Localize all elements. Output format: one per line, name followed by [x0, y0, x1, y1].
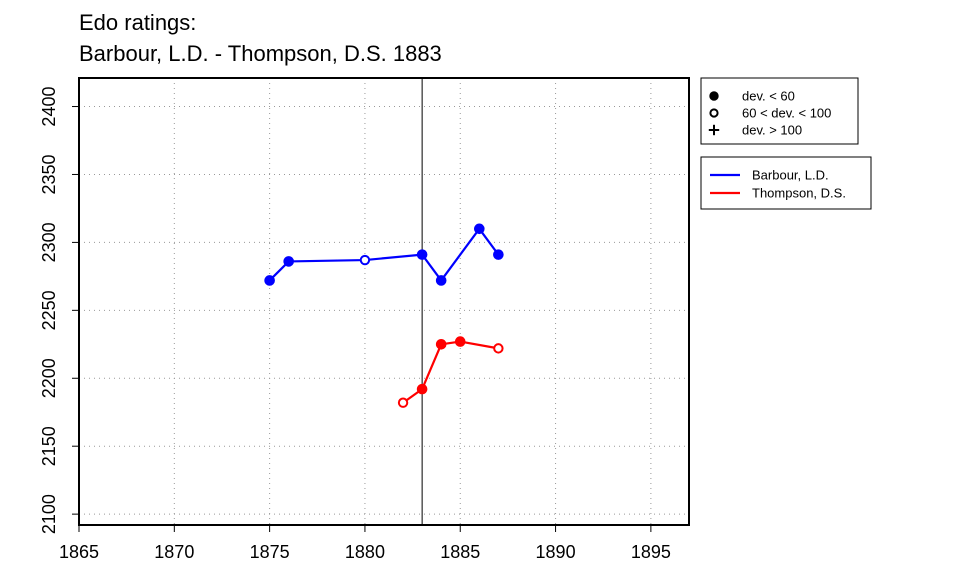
series-legend-label: Thompson, D.S. — [752, 186, 846, 201]
y-tick-label: 2350 — [39, 154, 59, 194]
data-point — [493, 249, 504, 260]
data-point — [474, 223, 485, 235]
y-tick-label: 2100 — [39, 494, 59, 534]
grid-layer — [78, 78, 689, 525]
x-tick-label: 1885 — [440, 542, 480, 562]
point-legend-label: 60 < dev. < 100 — [742, 106, 831, 121]
y-tick-label: 2400 — [39, 87, 59, 127]
x-tick-label: 1870 — [154, 542, 194, 562]
x-tick-label: 1890 — [536, 542, 576, 562]
point-legend-box — [700, 77, 859, 145]
y-tick-label: 2200 — [39, 358, 59, 398]
data-point — [416, 383, 428, 395]
point-legend-label: dev. < 60 — [742, 89, 795, 104]
x-tick-label: 1865 — [59, 542, 99, 562]
y-axis: 2100 2150 2200 2250 2300 2350 2400 — [39, 87, 80, 534]
plot-frame — [78, 77, 690, 526]
x-tick-label: 1875 — [250, 542, 290, 562]
series-legend-label: Barbour, L.D. — [752, 168, 829, 183]
series-legend: Barbour, L.D. Thompson, D.S. — [700, 156, 872, 210]
data-point — [264, 275, 275, 286]
y-tick-label: 2300 — [39, 222, 59, 262]
legend-marker — [708, 124, 720, 136]
x-tick-label: 1880 — [345, 542, 385, 562]
chart-title: Edo ratings: — [79, 10, 196, 35]
x-axis: 1865 1870 1875 1880 1885 1890 1895 — [59, 524, 671, 562]
data-point — [283, 256, 294, 267]
series-line-0 — [268, 227, 500, 282]
point-legend-label: dev. > 100 — [742, 123, 802, 138]
data-point — [416, 249, 428, 260]
chart-subtitle: Barbour, L.D. - Thompson, D.S. 1883 — [79, 41, 442, 66]
data-point — [454, 336, 466, 347]
y-tick-label: 2150 — [39, 426, 59, 466]
legend-marker — [709, 108, 719, 118]
legend-marker — [709, 91, 719, 101]
series-line-1 — [402, 340, 499, 404]
point-legend: dev. < 60 60 < dev. < 100 dev. > 100 — [700, 77, 859, 145]
data-point — [493, 343, 504, 354]
data-point — [397, 397, 409, 408]
y-tick-label: 2250 — [39, 290, 59, 330]
data-point — [435, 338, 447, 350]
series-layer — [264, 223, 504, 408]
data-point — [359, 254, 371, 266]
x-tick-label: 1895 — [631, 542, 671, 562]
series-legend-box — [700, 156, 872, 210]
data-point — [435, 275, 447, 286]
